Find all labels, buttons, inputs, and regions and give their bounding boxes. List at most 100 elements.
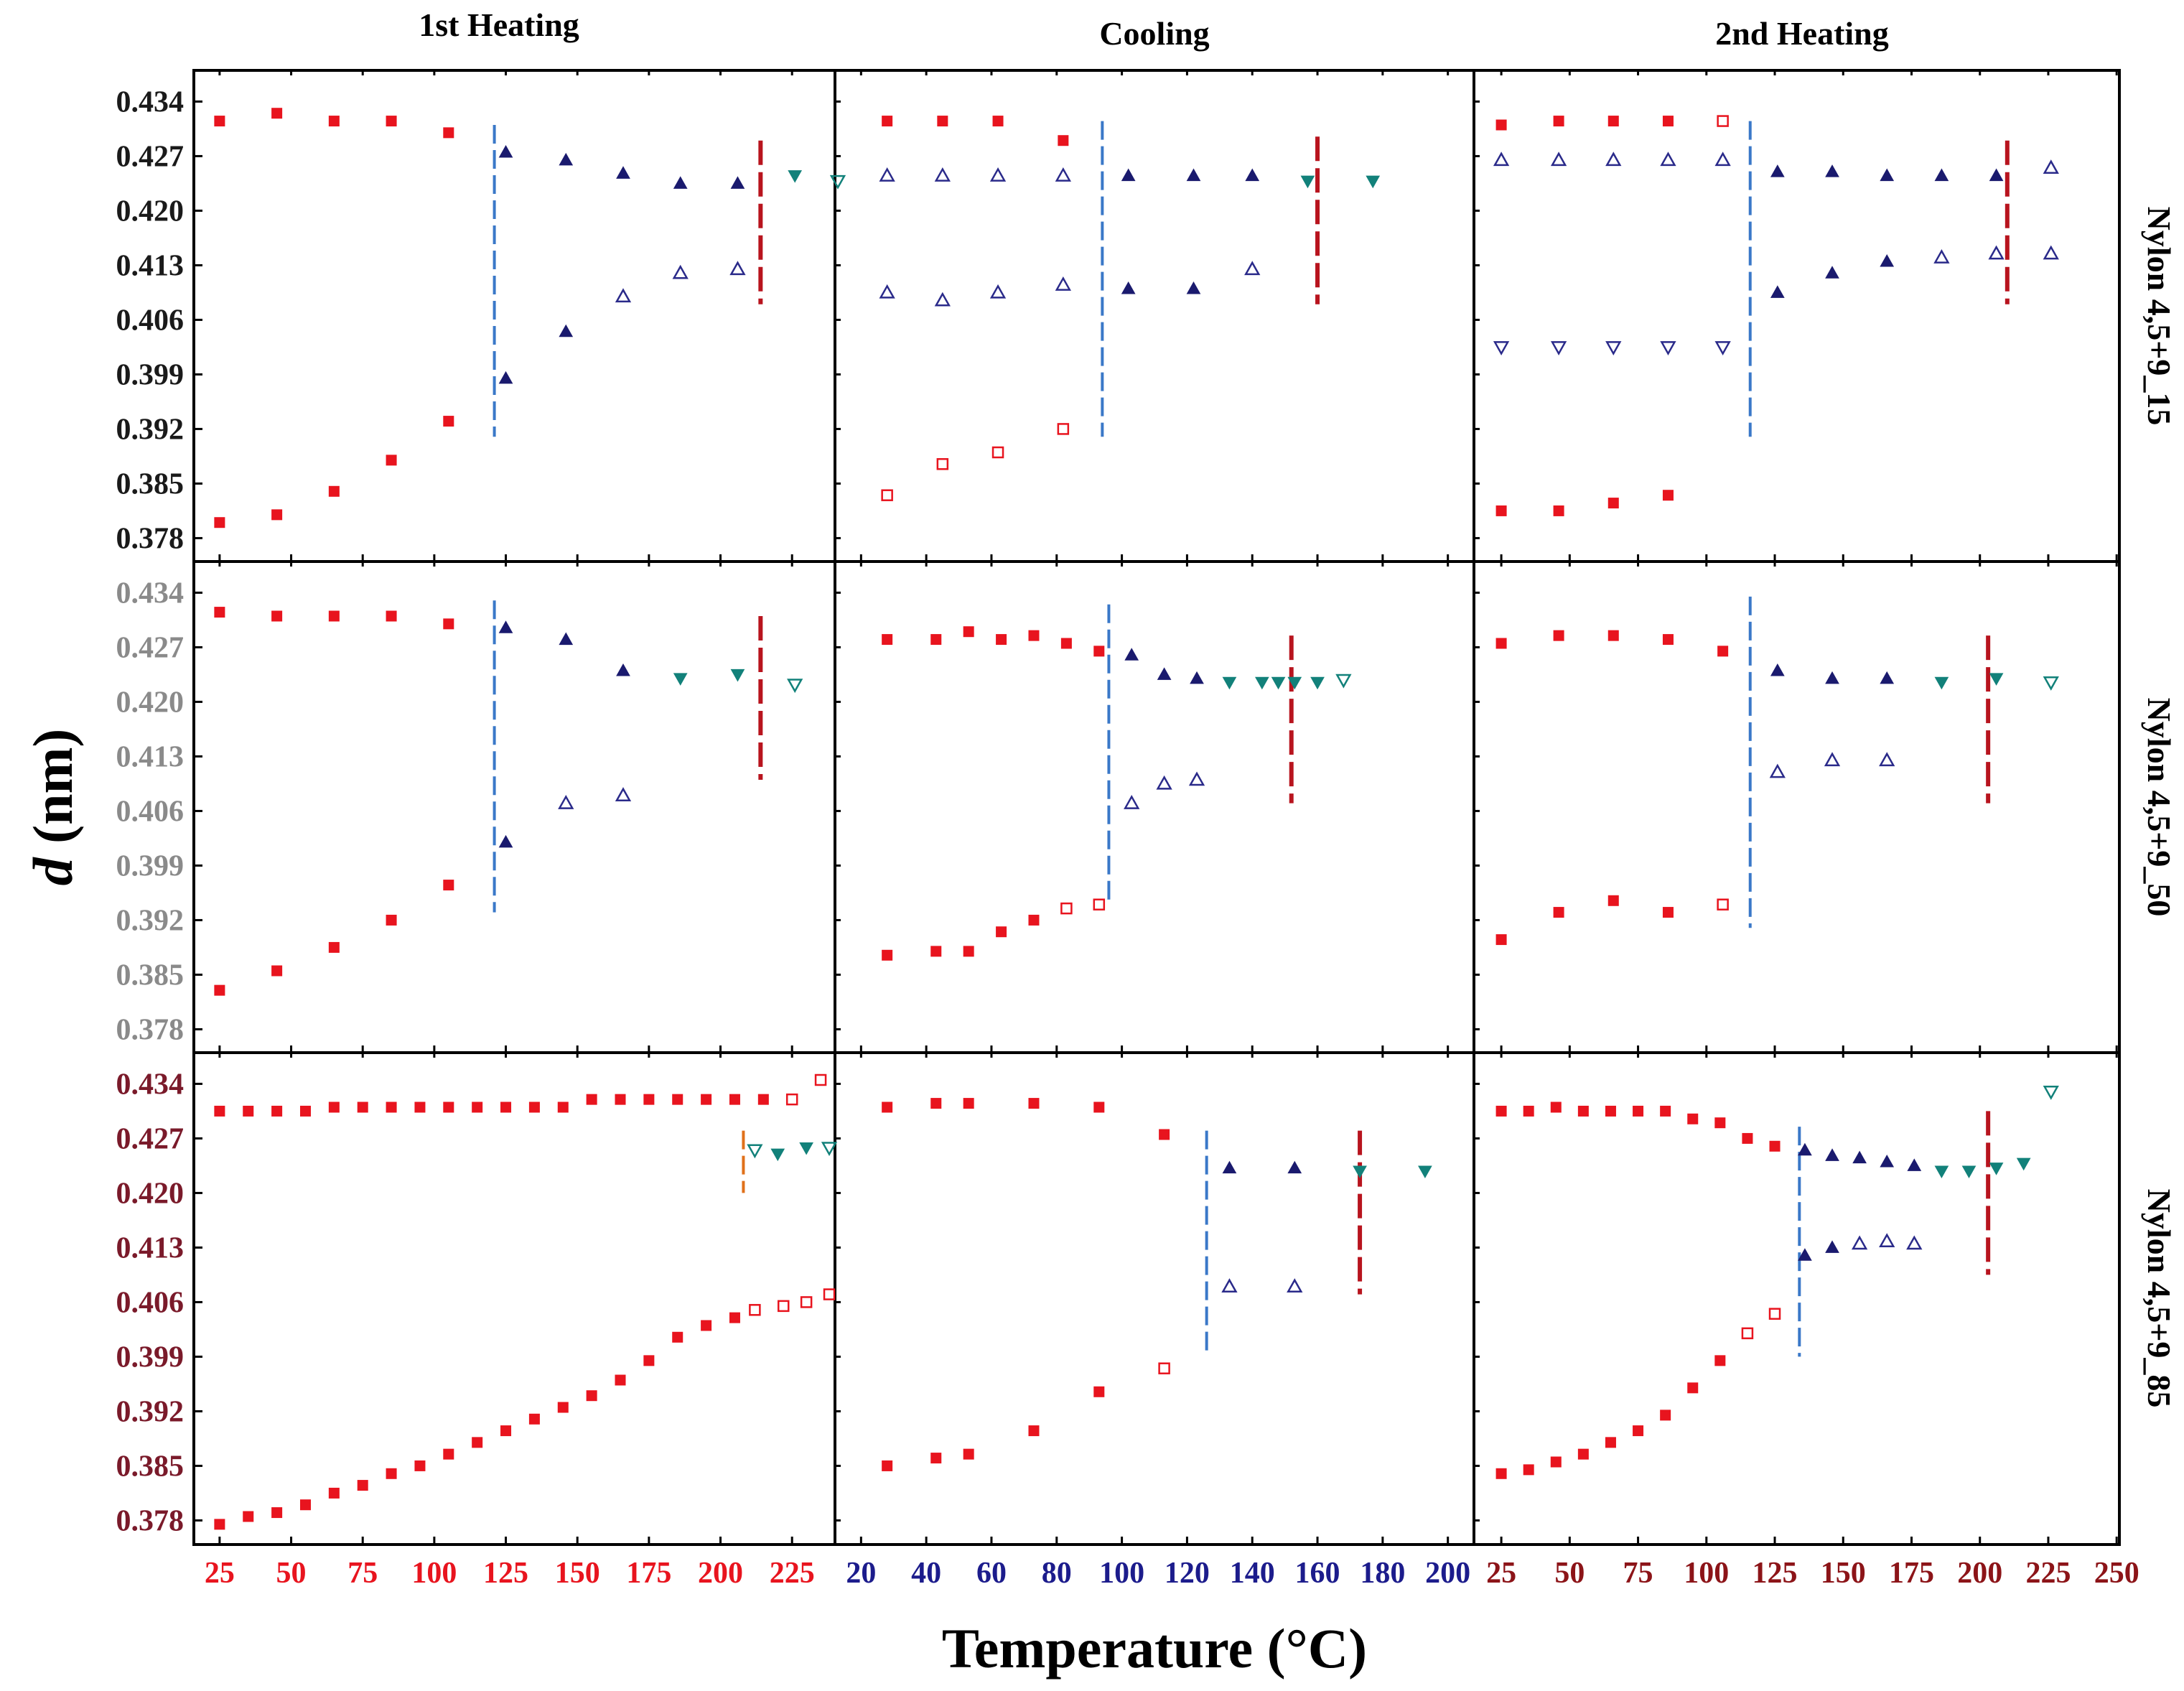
marker-red_square xyxy=(963,1448,974,1460)
y-tick-label: 0.434 xyxy=(116,1068,185,1101)
marker-navy_triangle xyxy=(1825,1240,1839,1253)
marker-navy_open_triangle xyxy=(558,795,574,809)
marker-navy_triangle xyxy=(1825,1148,1839,1161)
marker-navy_triangle xyxy=(1825,266,1839,279)
marker-red_square xyxy=(1633,1425,1644,1437)
marker-navy_triangle xyxy=(1852,1150,1867,1164)
marker-red_square xyxy=(271,1105,283,1117)
marker-red_square xyxy=(1717,646,1729,657)
marker-navy_triangle xyxy=(1121,168,1136,182)
marker-red_square xyxy=(1060,638,1072,649)
marker-red_square xyxy=(443,1101,454,1113)
y-tick-label: 0.420 xyxy=(116,195,185,228)
marker-red_square xyxy=(1577,1105,1589,1117)
outer-frame xyxy=(192,69,2121,1546)
marker-red_square xyxy=(443,880,454,891)
marker-red_square xyxy=(1159,1129,1170,1140)
marker-red_square xyxy=(882,1460,893,1471)
marker-teal_open_down_triangle xyxy=(821,1142,838,1157)
marker-red_square xyxy=(1660,1410,1671,1421)
marker-red_open_square xyxy=(823,1288,836,1300)
marker-red_square xyxy=(930,1453,942,1464)
marker-navy_triangle xyxy=(1798,1248,1812,1261)
marker-red_square xyxy=(963,946,974,957)
marker-red_open_square xyxy=(1717,115,1729,127)
marker-teal_down_triangle xyxy=(799,1142,813,1155)
marker-navy_open_down_triangle xyxy=(1660,341,1676,355)
marker-red_square xyxy=(214,116,225,127)
marker-red_square xyxy=(1093,1101,1105,1113)
marker-red_square xyxy=(1607,116,1619,127)
marker-red_square xyxy=(1093,646,1105,657)
marker-teal_open_down_triangle xyxy=(1335,674,1352,689)
marker-teal_down_triangle xyxy=(770,1148,785,1162)
marker-navy_open_triangle xyxy=(934,292,951,307)
marker-red_square xyxy=(672,1331,683,1343)
marker-red_square xyxy=(615,1374,626,1386)
marker-red_square xyxy=(586,1094,597,1105)
marker-red_open_square xyxy=(936,458,949,470)
marker-red_square xyxy=(386,116,397,127)
marker-red_square xyxy=(386,455,397,466)
marker-red_square xyxy=(414,1460,426,1471)
marker-navy_open_triangle xyxy=(1879,1233,1895,1247)
marker-red_square xyxy=(1607,895,1619,906)
marker-navy_triangle xyxy=(498,620,513,633)
marker-teal_down_triangle xyxy=(788,170,803,183)
marker-navy_triangle xyxy=(1770,663,1785,676)
marker-red_square xyxy=(271,108,283,119)
marker-red_open_square xyxy=(749,1304,761,1316)
transition-lines xyxy=(493,121,2010,1357)
x-tick-label: 20 xyxy=(846,1557,876,1590)
marker-red_square xyxy=(586,1390,597,1402)
marker-teal_open_down_triangle xyxy=(829,174,846,190)
column-title-2nd-heating: 2nd Heating xyxy=(1715,15,1889,52)
marker-red_square xyxy=(643,1355,655,1366)
x-tick-label: 120 xyxy=(1165,1557,1210,1590)
x-tick-label: 25 xyxy=(1486,1557,1516,1590)
marker-red_square xyxy=(1495,119,1507,131)
marker-teal_down_triangle xyxy=(1989,1163,2004,1175)
row-label-nylon-50: Nylon 4,5+9_50 xyxy=(2141,698,2178,917)
y-tick-label: 0.392 xyxy=(116,904,185,937)
marker-teal_open_down_triangle xyxy=(747,1144,763,1159)
marker-navy_open_triangle xyxy=(1055,276,1071,291)
marker-teal_down_triangle xyxy=(1310,676,1325,690)
x-axis-label: Temperature (°C) xyxy=(942,1617,1367,1680)
marker-navy_open_triangle xyxy=(672,264,689,279)
marker-navy_open_triangle xyxy=(934,167,951,182)
marker-navy_triangle xyxy=(1907,1158,1922,1171)
x-tick-label: 175 xyxy=(626,1557,671,1590)
marker-red_square xyxy=(1523,1105,1534,1117)
marker-navy_triangle xyxy=(1934,168,1949,182)
marker-red_square xyxy=(443,416,454,427)
marker-teal_down_triangle xyxy=(1366,175,1381,189)
y-tick-label: 0.378 xyxy=(116,1504,185,1537)
marker-red_square xyxy=(882,634,893,646)
marker-navy_open_triangle xyxy=(989,284,1007,299)
marker-navy_triangle xyxy=(1222,1160,1237,1174)
marker-red_square xyxy=(357,1480,368,1491)
y-tick-label: 0.427 xyxy=(116,631,185,664)
y-tick-label: 0.420 xyxy=(116,1177,185,1210)
marker-red_square xyxy=(643,1094,655,1105)
y-tick-label: 0.399 xyxy=(116,358,185,391)
x-tick-label: 175 xyxy=(1889,1557,1934,1590)
marker-navy_triangle xyxy=(1880,168,1895,182)
marker-red_square xyxy=(963,1098,974,1109)
marker-navy_open_triangle xyxy=(1221,1278,1238,1292)
column-title-1st-heating: 1st Heating xyxy=(419,6,579,43)
marker-red_square xyxy=(500,1101,512,1113)
marker-navy_open_triangle xyxy=(729,261,746,276)
x-tick-label: 225 xyxy=(2025,1557,2071,1590)
marker-red_open_square xyxy=(800,1296,813,1308)
marker-teal_down_triangle xyxy=(1961,1165,1977,1179)
marker-red_open_square xyxy=(1158,1362,1170,1374)
x-tick-label: 180 xyxy=(1360,1557,1405,1590)
y-tick-label: 0.392 xyxy=(116,1395,185,1428)
marker-red_square xyxy=(996,926,1007,938)
marker-teal_open_down_triangle xyxy=(787,679,803,694)
marker-red_square xyxy=(1607,498,1619,509)
y-tick-label: 0.406 xyxy=(116,795,185,828)
marker-navy_triangle xyxy=(498,144,513,158)
